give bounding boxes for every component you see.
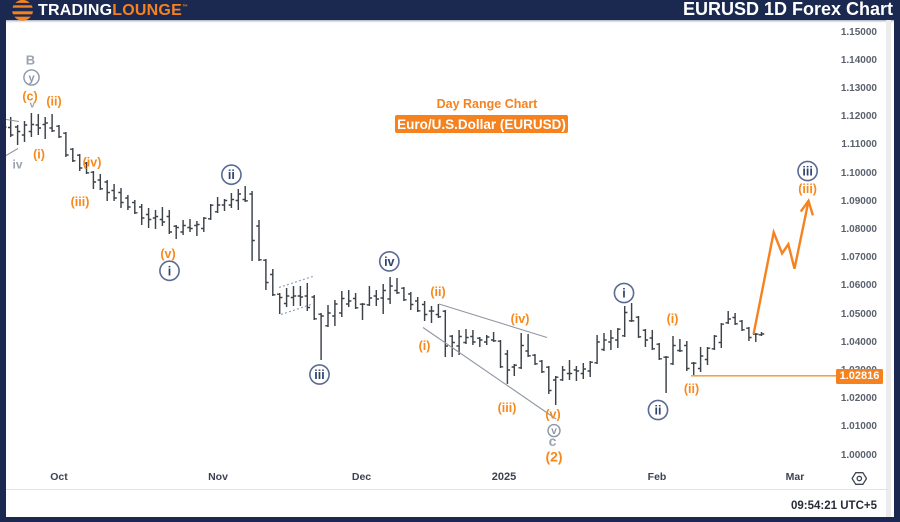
svg-text:(iii): (iii)	[71, 195, 90, 209]
svg-text:iv: iv	[384, 255, 394, 269]
svg-text:(i): (i)	[33, 148, 45, 162]
svg-text:i: i	[622, 287, 625, 301]
svg-text:(i): (i)	[419, 339, 431, 353]
svg-text:i: i	[168, 264, 171, 278]
svg-text:(c): (c)	[22, 90, 37, 104]
svg-text:c: c	[549, 433, 557, 449]
svg-text:y: y	[28, 73, 35, 85]
svg-text:iii: iii	[802, 165, 812, 179]
svg-text:(iii): (iii)	[498, 401, 517, 415]
svg-text:iv: iv	[12, 157, 22, 171]
svg-text:(v): (v)	[160, 247, 175, 261]
svg-text:B: B	[26, 53, 35, 68]
svg-text:(v): (v)	[545, 408, 560, 422]
svg-text:(i): (i)	[667, 312, 679, 326]
svg-text:(ii): (ii)	[46, 95, 61, 109]
svg-text:(ii): (ii)	[684, 382, 699, 396]
svg-text:(2): (2)	[545, 449, 562, 465]
svg-text:(iv): (iv)	[511, 312, 530, 326]
svg-text:(iii): (iii)	[798, 182, 817, 196]
svg-text:ii: ii	[655, 404, 662, 418]
svg-text:v: v	[551, 426, 557, 437]
svg-text:(ii): (ii)	[430, 285, 445, 299]
svg-text:iii: iii	[314, 368, 324, 382]
svg-text:(iv): (iv)	[83, 156, 102, 170]
svg-text:ii: ii	[228, 168, 235, 182]
svg-text:v: v	[30, 99, 36, 110]
